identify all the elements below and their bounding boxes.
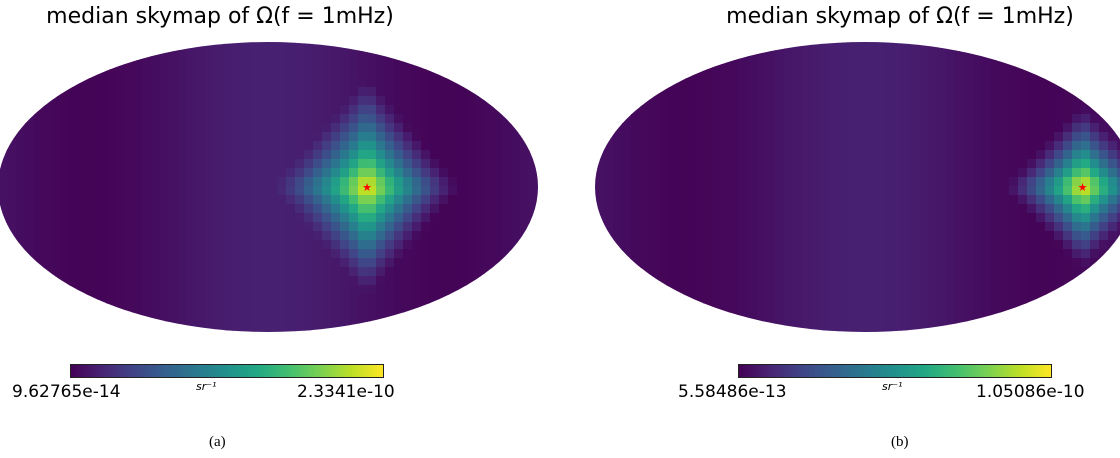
title-prefix-a: median skymap of: [46, 4, 257, 29]
title-math-b: Ω(f = 1mHz): [936, 4, 1074, 29]
skymap-b: ★: [595, 42, 1120, 332]
colorbar-a: [70, 364, 384, 378]
colorbar-b: [738, 364, 1052, 378]
source-star-marker: ★: [1078, 181, 1088, 194]
colorbar-max-label-a: 2.3341e-10: [297, 382, 395, 402]
colorbar-unit-a: sr⁻¹: [196, 380, 217, 393]
colorbar-max-label-b: 1.05086e-10: [976, 382, 1085, 402]
colorbar-unit-b: sr⁻¹: [882, 380, 903, 393]
skymap-panel-a: median skymap of Ω(f = 1mHz) ★ 9.62765e-…: [0, 4, 538, 450]
skymap-panel-b: median skymap of Ω(f = 1mHz) ★ 5.58486e-…: [560, 0, 1120, 458]
caption-b: (b): [891, 434, 909, 450]
source-star-marker: ★: [362, 181, 372, 194]
chart-title-b: median skymap of Ω(f = 1mHz): [680, 4, 1120, 29]
skymap-a: ★: [0, 42, 538, 332]
heatmap-cells: [0, 42, 538, 332]
colorbar-min-label-a: 9.62765e-14: [12, 382, 121, 402]
chart-title-a: median skymap of Ω(f = 1mHz): [0, 4, 440, 29]
colorbar-min-label-b: 5.58486e-13: [678, 382, 787, 402]
heatmap-cells: [595, 42, 1120, 332]
caption-a: (a): [209, 434, 226, 450]
title-prefix-b: median skymap of: [726, 4, 937, 29]
title-math-a: Ω(f = 1mHz): [256, 4, 394, 29]
